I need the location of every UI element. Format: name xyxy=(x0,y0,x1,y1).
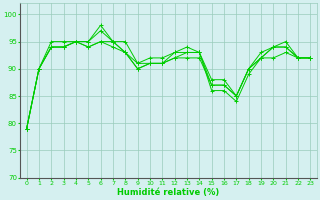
X-axis label: Humidité relative (%): Humidité relative (%) xyxy=(117,188,220,197)
